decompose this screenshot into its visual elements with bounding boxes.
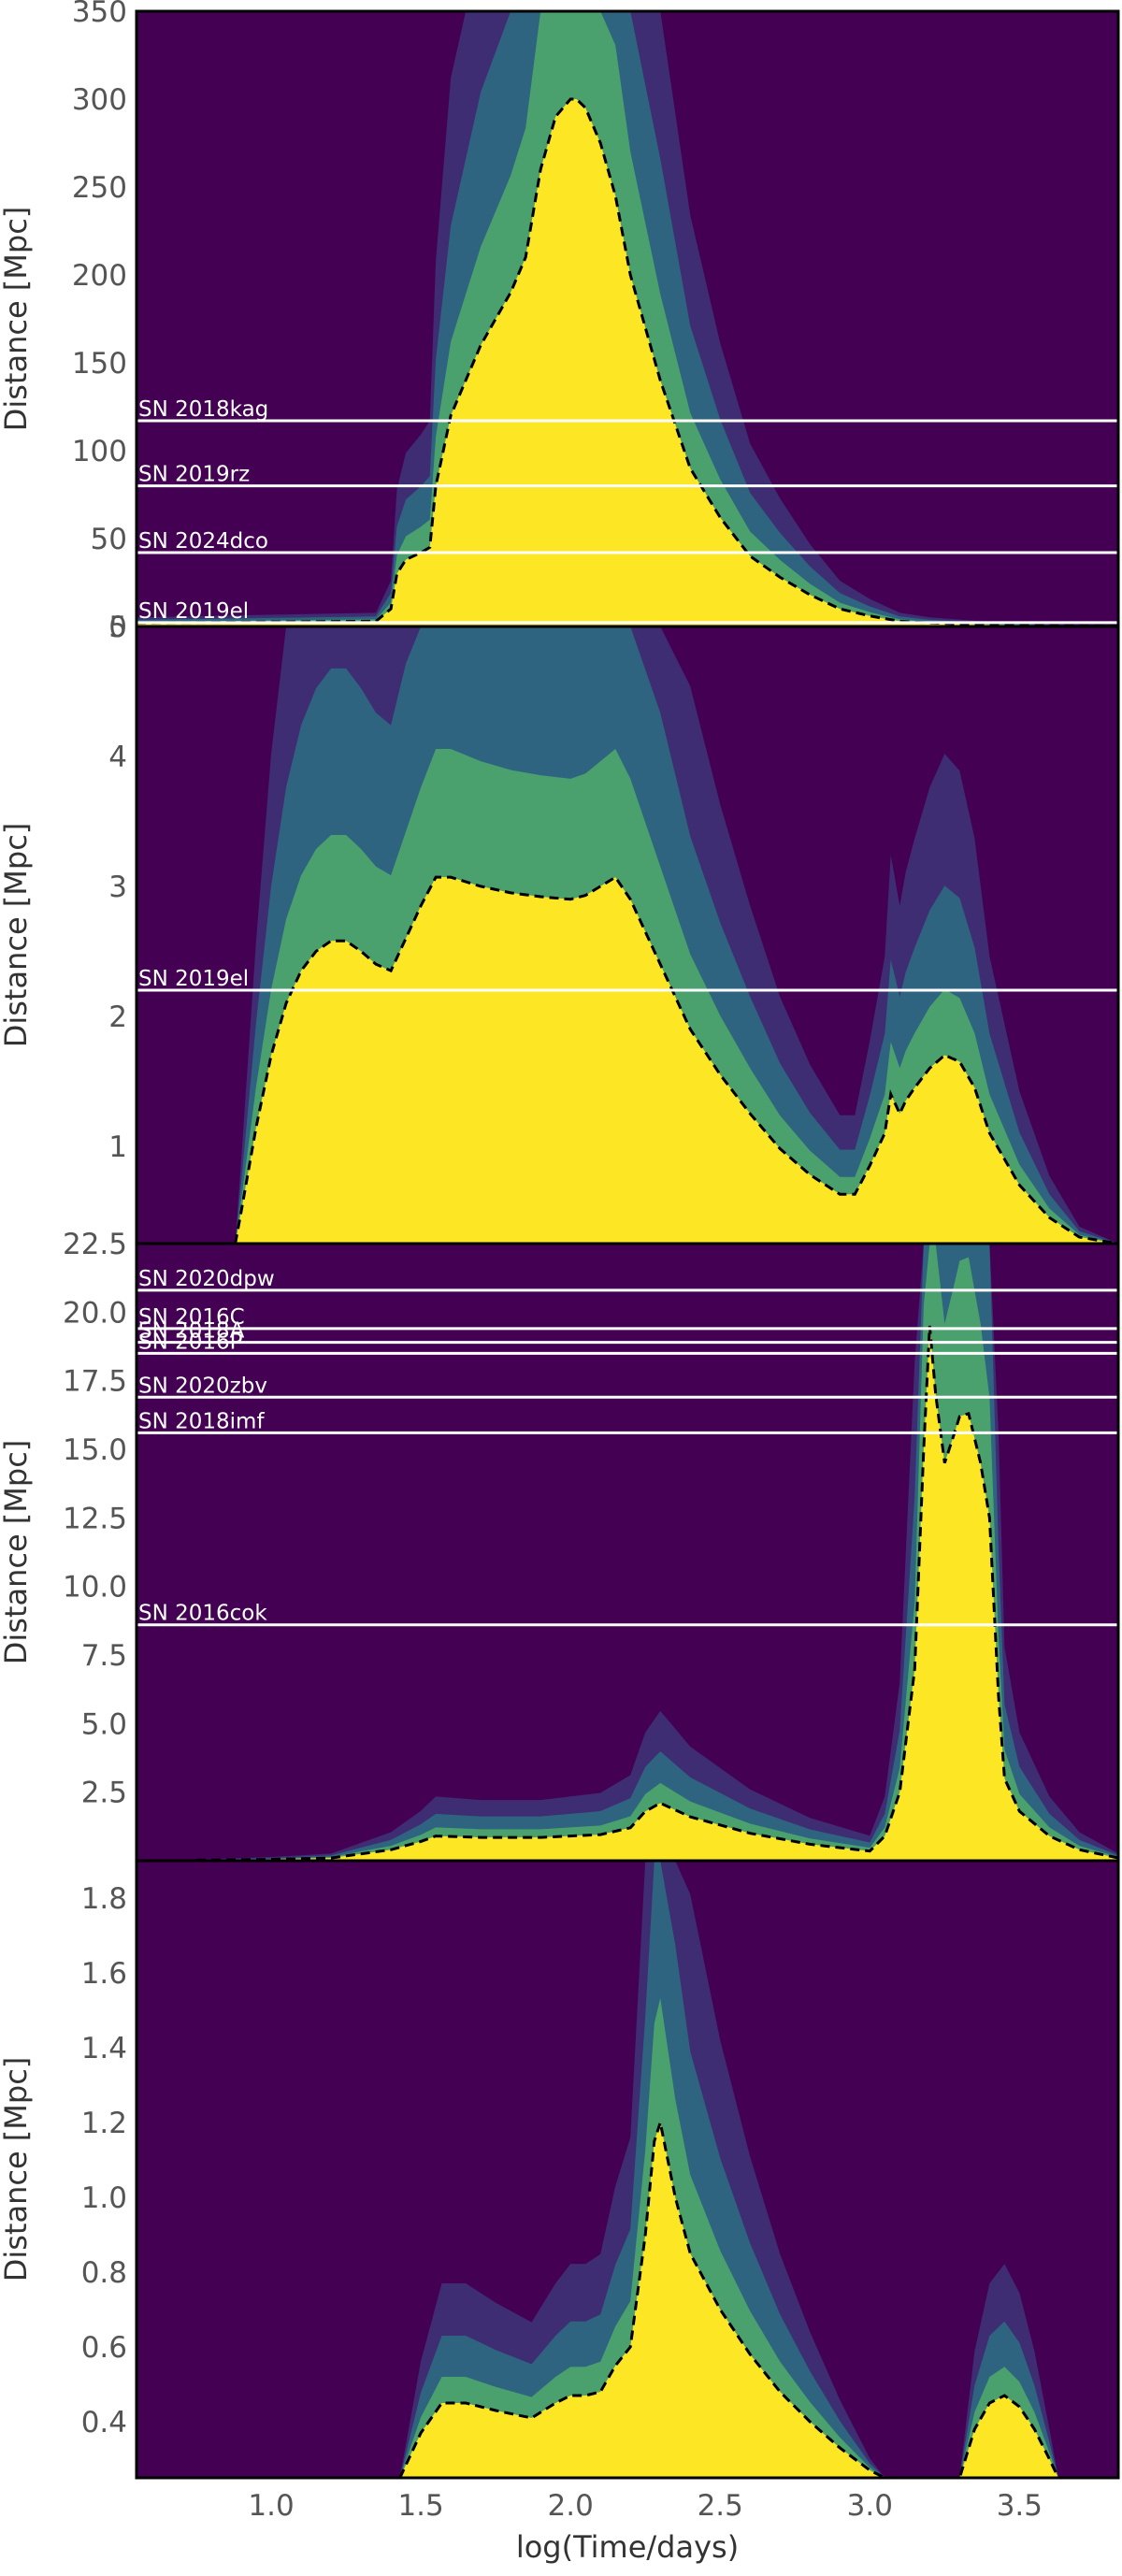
y-tick-label: 0.4 xyxy=(81,2406,127,2439)
y-tick-label: 15.0 xyxy=(63,1433,127,1467)
y-tick-label: 2.5 xyxy=(81,1777,127,1810)
heat-core xyxy=(196,1326,1118,1861)
y-tick-label: 250 xyxy=(72,171,127,205)
y-tick-label: 150 xyxy=(72,347,127,381)
y-tick-label: 1.8 xyxy=(81,1882,127,1916)
y-tick-label: 5.0 xyxy=(81,1707,127,1741)
y-tick-label: 1.4 xyxy=(81,2032,127,2065)
sn-label: SN 2018imf xyxy=(138,1409,265,1433)
y-tick-label: 5 xyxy=(108,611,127,644)
plot-area: SN 2019el xyxy=(137,626,1118,1244)
y-tick-label: 50 xyxy=(91,523,127,556)
x-tick-label: 1.5 xyxy=(397,2489,443,2523)
sn-label: SN 2019el xyxy=(138,967,249,991)
sn-label: SN 2016cok xyxy=(138,1602,267,1626)
plot-area: SN 2018kag SN 2019rz SN 2024dco SN 2019el xyxy=(137,11,1118,626)
y-tick-label: 22.5 xyxy=(63,1228,127,1261)
y-tick-label: 350 xyxy=(72,0,127,29)
contour-line xyxy=(196,1325,1118,1861)
y-tick-label: 20.0 xyxy=(63,1296,127,1330)
y-tick-label: 100 xyxy=(72,435,127,468)
contour-line xyxy=(398,2117,1060,2478)
y-tick-label: 1.6 xyxy=(81,1957,127,1991)
y-axis-label: Distance [Mpc] xyxy=(0,1440,34,1665)
x-tick-label: 3.5 xyxy=(997,2489,1043,2523)
x-tick-label: 2.5 xyxy=(698,2489,743,2523)
y-tick-label: 4 xyxy=(108,741,127,774)
heat-core xyxy=(137,99,1118,626)
y-tick-label: 12.5 xyxy=(63,1502,127,1535)
sn-label: SN 2020dpw xyxy=(138,1267,275,1291)
y-axis-label: Distance [Mpc] xyxy=(0,823,34,1048)
contour-line xyxy=(137,97,1118,626)
sn-label: SN 2018A xyxy=(138,1319,245,1344)
y-tick-label: 0.6 xyxy=(81,2331,127,2365)
sn-label: SN 2018kag xyxy=(138,397,268,422)
y-tick-label: 3 xyxy=(108,871,127,904)
y-tick-label: 1 xyxy=(108,1130,127,1164)
plot-area xyxy=(137,1861,1118,2478)
sn-label: SN 2024dco xyxy=(138,529,268,554)
y-tick-label: 0 xyxy=(108,611,127,644)
sn-label: SN 2016P xyxy=(138,1330,243,1354)
y-tick-label: 200 xyxy=(72,259,127,293)
panel-frame xyxy=(135,1859,1120,2480)
y-tick-label: 1.0 xyxy=(81,2181,127,2215)
sn-label: SN 2019rz xyxy=(138,463,250,487)
panel-1: SN 2018kag SN 2019rz SN 2024dco SN 2019el 50… xyxy=(0,0,1120,644)
sn-label: SN 2019el xyxy=(138,599,249,624)
y-tick-label: 2 xyxy=(108,1000,127,1034)
x-tick-label: 1.0 xyxy=(248,2489,294,2523)
y-tick-label: 7.5 xyxy=(81,1639,127,1673)
sn-label: SN 2020zbv xyxy=(138,1374,267,1398)
y-tick-label: 0.8 xyxy=(81,2256,127,2290)
sn-label: SN 2016C xyxy=(138,1305,245,1330)
x-axis-label: log(Time/days) xyxy=(516,2529,739,2565)
panel-4: 0.4 0.6 0.8 1.0 1.2 1.4 1.6 1.8 Distance [Mpc] 1.… xyxy=(0,1859,1120,2523)
panel-2: SN 2019el 1 2 3 4 5 Distance [Mpc] xyxy=(0,611,1120,1245)
y-axis-label: Distance [Mpc] xyxy=(0,2057,34,2282)
y-tick-label: 17.5 xyxy=(63,1365,127,1399)
x-tick-label: 2.0 xyxy=(548,2489,594,2523)
y-axis-label: Distance [Mpc] xyxy=(0,207,34,432)
heat-layer-1 xyxy=(399,1861,1058,2478)
contour-line xyxy=(234,875,1118,1244)
x-tick-label: 3.0 xyxy=(847,2489,893,2523)
heat-core xyxy=(399,2123,1058,2478)
heat-core xyxy=(235,877,1118,1244)
y-tick-label: 1.2 xyxy=(81,2107,127,2140)
y-tick-label: 10.0 xyxy=(63,1571,127,1605)
y-tick-label: 300 xyxy=(72,83,127,117)
